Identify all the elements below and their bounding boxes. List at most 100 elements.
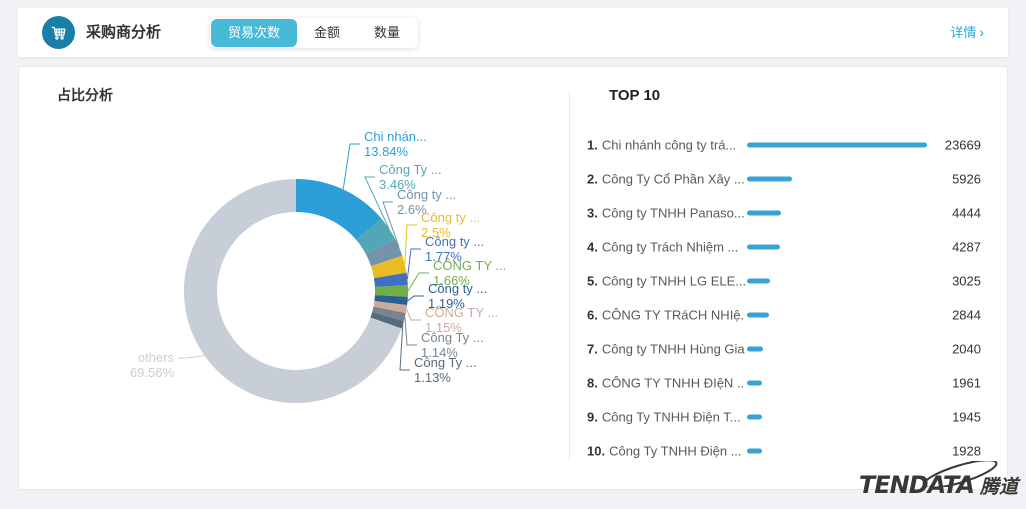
donut-label-percent: 1.13%: [414, 370, 451, 385]
value-bar: [747, 346, 763, 352]
company-label: 2. Công Ty Cổ Phần Xây ...: [587, 172, 745, 187]
top10-row-6[interactable]: 6. CÔNG TY TRáCH NHIệ... 2844: [587, 298, 981, 332]
detail-link[interactable]: 详情 ›: [950, 8, 984, 57]
tendata-logo: TENDATA 腾道: [858, 461, 1018, 499]
donut-label-percent: 69.56%: [129, 365, 174, 380]
company-label: 4. Công ty Trách Nhiệm ...: [587, 240, 738, 255]
value-bar: [747, 278, 770, 284]
top10-row-2[interactable]: 2. Công Ty Cổ Phần Xây ... 5926: [587, 162, 981, 196]
company-label: 1. Chi nhánh công ty trá...: [587, 138, 736, 153]
company-name: Công ty TNHH LG ELE...: [601, 273, 745, 289]
donut-leader-line-10: [178, 355, 205, 359]
rank-number: 7.: [587, 341, 598, 357]
donut-leader-line-6: [407, 295, 424, 302]
shopping-cart-icon: [42, 16, 75, 49]
top10-title: TOP 10: [609, 87, 661, 104]
donut-label-name: CÔNG TY ...: [433, 258, 507, 273]
top10-row-7[interactable]: 7. Công ty TNHH Hùng Gia 2040: [587, 332, 981, 366]
tab-amount[interactable]: 金额: [314, 25, 341, 40]
company-name: Công ty TNHH Hùng Gia: [601, 341, 745, 357]
donut-label-name: Công Ty ...: [414, 355, 477, 370]
rank-number: 5.: [587, 273, 598, 289]
donut-leader-line-0: [342, 143, 360, 190]
donut-slice-1[interactable]: [356, 218, 396, 255]
value-text: 23669: [944, 137, 981, 153]
donut-label-name: Công ty ...: [397, 187, 457, 202]
value-text: 1961: [952, 375, 981, 391]
donut-label-percent: 1.19%: [428, 296, 465, 311]
donut-label-1: Công Ty ... 3.46%: [379, 162, 442, 192]
donut-slice-0[interactable]: [296, 179, 382, 241]
tab-trade-count[interactable]: 贸易次数: [211, 19, 298, 47]
value-bar: [747, 312, 769, 318]
metric-tab-group: 贸易次数 金额 数量: [210, 18, 419, 48]
donut-slice-8[interactable]: [372, 306, 406, 321]
donut-slice-10[interactable]: [184, 179, 402, 403]
top10-row-8[interactable]: 8. CÔNG TY TNHH ĐIệN ... 1961: [587, 366, 981, 400]
share-analysis-panel: 占比分析 Chi nhán... 13.84% Công Ty ... 3.46% Cô…: [19, 67, 569, 491]
donut-slice-3[interactable]: [370, 255, 407, 279]
company-name: Công Ty TNHH Điện ...: [609, 443, 742, 459]
rank-number: 8.: [587, 375, 598, 391]
company-label: 8. CÔNG TY TNHH ĐIệN ...: [587, 376, 745, 391]
donut-slice-2[interactable]: [365, 238, 403, 267]
company-label: 10. Công Ty TNHH Điện ...: [587, 444, 742, 459]
top10-row-10[interactable]: 10. Công Ty TNHH Điện ... 1928: [587, 434, 981, 468]
company-name: Chi nhánh công ty trá...: [601, 137, 737, 153]
chevron-right-icon: ›: [979, 24, 984, 40]
donut-label-6: Công ty ... 1.19%: [428, 281, 487, 311]
donut-leader-line-8: [404, 317, 417, 346]
value-bar: [747, 244, 780, 250]
donut-slice-4[interactable]: [373, 272, 408, 287]
donut-label-percent: 2.6%: [397, 202, 427, 217]
donut-slice-7[interactable]: [373, 300, 408, 314]
donut-label-name: others: [137, 350, 174, 365]
value-bar: [747, 448, 762, 454]
value-bar: [747, 414, 762, 420]
company-name: Công ty Trách Nhiệm ...: [601, 239, 739, 255]
logo-brand-text: TENDATA: [858, 471, 975, 499]
top10-row-1[interactable]: 1. Chi nhánh công ty trá... 23669: [587, 128, 981, 162]
donut-label-name: Công Ty ...: [379, 162, 442, 177]
donut-label-percent: 2.5%: [421, 225, 451, 240]
value-text: 4444: [952, 205, 981, 221]
donut-leader-line-2: [382, 201, 400, 248]
top10-row-5[interactable]: 5. Công ty TNHH LG ELE... 3025: [587, 264, 981, 298]
donut-leader-line-5: [407, 272, 429, 292]
rank-number: 6.: [587, 307, 598, 323]
donut-label-percent: 13.84%: [364, 144, 409, 159]
panel-divider: [569, 91, 570, 461]
page-title: 采购商分析: [86, 24, 162, 41]
company-name: Công Ty Cổ Phần Xây ...: [601, 171, 745, 187]
donut-leader-line-4: [406, 248, 421, 280]
donut-label-name: Chi nhán...: [364, 129, 427, 144]
rank-number: 9.: [587, 409, 598, 425]
donut-label-name: Công ty ...: [425, 234, 485, 249]
top10-row-4[interactable]: 4. Công ty Trách Nhiệm ... 4287: [587, 230, 981, 264]
company-label: 6. CÔNG TY TRáCH NHIệ...: [587, 308, 745, 323]
value-text: 2040: [952, 341, 981, 357]
value-text: 3025: [952, 273, 981, 289]
value-text: 5926: [952, 171, 981, 187]
value-bar: [747, 176, 792, 182]
donut-slice-9[interactable]: [370, 312, 404, 329]
donut-slice-5[interactable]: [374, 285, 408, 297]
top10-panel: TOP 10 1. Chi nhánh công ty trá... 23669 2.…: [570, 67, 1007, 489]
top10-row-3[interactable]: 3. Công ty TNHH Panaso... 4444: [587, 196, 981, 230]
donut-leader-line-7: [406, 308, 421, 321]
donut-label-10: others 69.56%: [114, 350, 174, 380]
company-name: Công ty TNHH Panaso...: [601, 205, 745, 221]
value-text: 2844: [952, 307, 981, 323]
top10-row-9[interactable]: 9. Công Ty TNHH Điện T... 1945: [587, 400, 981, 434]
donut-label-2: Công ty ... 2.6%: [397, 187, 456, 217]
rank-number: 10.: [587, 443, 606, 459]
donut-label-percent: 1.15%: [425, 320, 462, 335]
donut-label-percent: 1.14%: [421, 345, 458, 360]
donut-label-percent: 1.66%: [433, 273, 470, 288]
donut-slice-6[interactable]: [374, 295, 408, 306]
value-bar: [747, 380, 762, 386]
donut-label-percent: 3.46%: [379, 177, 416, 192]
widget-header: 采购商分析 贸易次数 金额 数量 详情 ›: [18, 8, 1008, 57]
donut-chart[interactable]: [19, 67, 569, 491]
tab-quantity[interactable]: 数量: [374, 25, 401, 40]
